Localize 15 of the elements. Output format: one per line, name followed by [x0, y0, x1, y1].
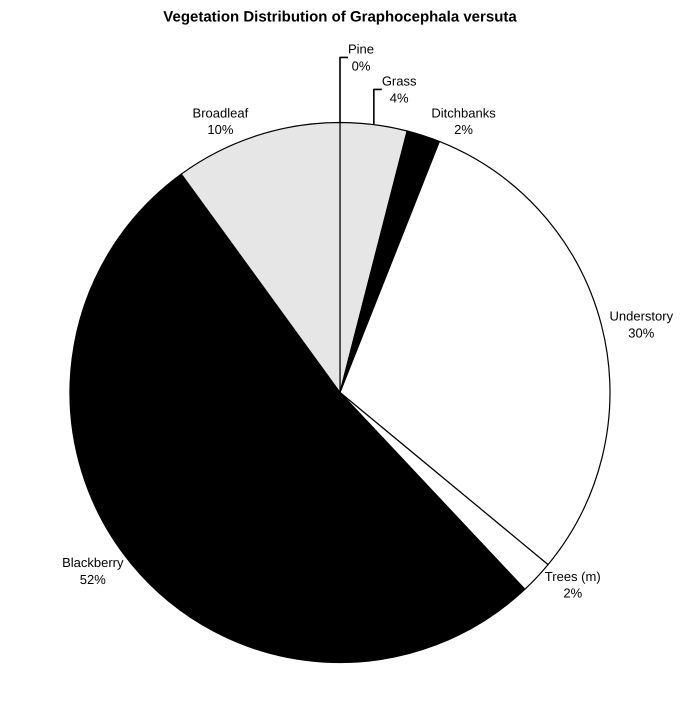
data-label: 30% [628, 325, 655, 340]
category-label: Pine [348, 42, 374, 57]
slice-label: Trees (m) [544, 568, 601, 584]
data-label: 10% [207, 122, 234, 138]
data-label: 2% [563, 586, 583, 601]
chart-title: Vegetation Distribution of Graphocephala versuta [163, 8, 518, 26]
slice-label: Understory [609, 308, 674, 324]
slice-label: Ditchbanks [431, 105, 496, 120]
slice-label: Broadleaf [192, 105, 249, 120]
data-label: 52% [80, 572, 106, 588]
data-label: 2% [454, 122, 474, 138]
slice-label: Blackberry [62, 555, 124, 570]
slice-label: Grass [382, 73, 417, 88]
text: 0% [352, 58, 370, 74]
data-label: 4% [390, 90, 409, 106]
